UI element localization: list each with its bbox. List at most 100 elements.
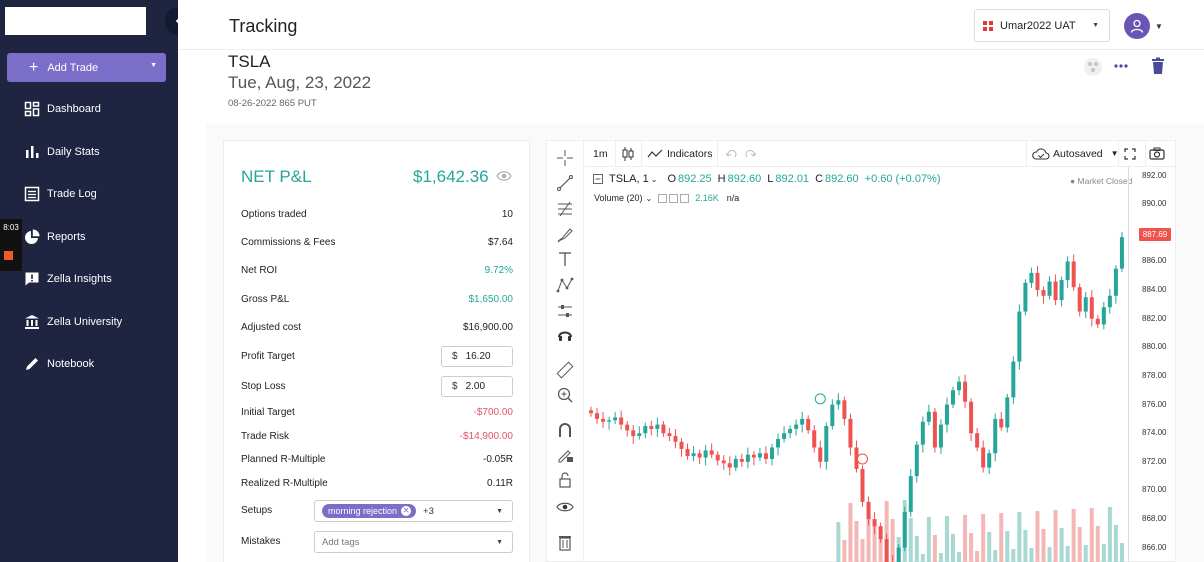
autosaved-label: Autosaved xyxy=(1053,147,1103,160)
fullscreen-button[interactable] xyxy=(1124,140,1136,167)
candle-body xyxy=(1065,261,1070,281)
stat-label: Stop Loss xyxy=(241,381,286,392)
chevron-down-icon[interactable]: ⌄ xyxy=(645,193,653,203)
setups-select[interactable]: morning rejection ✕ +3 ▼ xyxy=(314,500,513,522)
sidebar-item-reports[interactable]: Reports xyxy=(24,226,86,248)
account-select[interactable]: Umar2022 UAT ▼ xyxy=(974,9,1110,42)
remove-tag-icon[interactable]: ✕ xyxy=(401,506,412,516)
candle-body xyxy=(1029,272,1034,283)
redo-button[interactable] xyxy=(745,140,757,167)
trend-line-icon[interactable] xyxy=(556,174,574,192)
more-options-icon[interactable] xyxy=(1112,57,1130,77)
university-icon xyxy=(25,315,39,329)
stat-value: 10 xyxy=(501,209,513,220)
volume-label[interactable]: Volume (20) xyxy=(594,193,643,203)
candle-body xyxy=(866,501,871,520)
caret-down-icon: ▼ xyxy=(496,538,503,546)
volume-bar xyxy=(1095,526,1100,562)
lock-icon[interactable] xyxy=(556,471,574,489)
logo[interactable] xyxy=(5,7,146,35)
currency-symbol: $ xyxy=(452,381,458,392)
price-axis[interactable]: 892.00890.00888.00886.00884.00882.00880.… xyxy=(1128,167,1175,562)
sidebar-item-label: Notebook xyxy=(47,358,95,370)
candle-body xyxy=(715,454,720,461)
user-menu-caret-icon[interactable]: ▼ xyxy=(1155,22,1163,31)
sidebar-item-zella-university[interactable]: Zella University xyxy=(24,311,122,333)
screenshot-button[interactable] xyxy=(1149,140,1165,167)
plus-icon: + xyxy=(29,58,39,76)
volume-bar xyxy=(1023,530,1028,562)
text-tool-icon[interactable] xyxy=(556,250,574,268)
chevron-down-icon[interactable]: ⌄ xyxy=(650,174,658,184)
sidebar-item-zella-insights[interactable]: Zella Insights xyxy=(24,268,112,290)
candle-body xyxy=(1119,237,1124,269)
collapse-legend-icon[interactable] xyxy=(593,174,603,184)
chevron-down-icon: ▼ xyxy=(1110,149,1119,158)
prediction-tool-icon[interactable] xyxy=(556,302,574,320)
toolbar-divider xyxy=(717,140,718,167)
volume-bar xyxy=(836,522,841,562)
share-icon[interactable] xyxy=(1082,57,1104,77)
candle-body xyxy=(625,424,630,431)
sidebar-item-notebook[interactable]: Notebook xyxy=(24,353,94,375)
visibility-icon[interactable] xyxy=(556,498,574,516)
stat-label: Options traded xyxy=(241,209,307,220)
toolbar-divider xyxy=(641,140,642,167)
camera-icon xyxy=(1149,147,1165,160)
candle-body xyxy=(643,426,648,434)
mistakes-select[interactable]: Add tags ▼ xyxy=(314,531,513,553)
stat-value: -$14,900.00 xyxy=(459,431,513,442)
zoom-in-icon[interactable] xyxy=(556,386,574,404)
sell-marker[interactable] xyxy=(857,453,868,465)
brush-icon[interactable] xyxy=(556,226,574,244)
caret-down-icon[interactable]: ▼ xyxy=(150,62,157,69)
magnet-icon[interactable] xyxy=(556,421,574,439)
last-price-tag: 887.69 xyxy=(1139,228,1171,241)
interval-button[interactable]: 1m xyxy=(593,140,608,167)
profit-target-input[interactable]: $ 16.20 xyxy=(441,346,513,367)
buy-marker[interactable] xyxy=(814,393,826,405)
autosave-button[interactable]: Autosaved ▼ xyxy=(1032,140,1119,167)
list-icon xyxy=(24,186,40,202)
fib-tool-icon[interactable] xyxy=(556,200,574,218)
volume-value: 2.16K xyxy=(695,193,719,203)
volume-bar xyxy=(1005,531,1010,562)
volume-remove-icon[interactable] xyxy=(680,193,690,203)
sidebar-item-daily-stats[interactable]: Daily Stats xyxy=(24,141,100,163)
volume-bar xyxy=(860,539,865,562)
avatar[interactable] xyxy=(1124,13,1150,39)
volume-settings-icon[interactable] xyxy=(658,193,668,203)
eye-icon[interactable] xyxy=(496,170,512,182)
crosshair-icon[interactable] xyxy=(556,149,574,167)
chart-type-button[interactable] xyxy=(621,140,635,167)
pattern-tool-icon[interactable] xyxy=(556,276,574,294)
sidebar-item-trade-log[interactable]: Trade Log xyxy=(24,183,97,205)
legend-symbol[interactable]: TSLA, 1 xyxy=(609,173,649,185)
open-value: 892.25 xyxy=(678,173,712,185)
undo-button[interactable] xyxy=(725,140,737,167)
emoji-icon[interactable] xyxy=(556,326,574,344)
volume-bar xyxy=(951,534,955,562)
sidebar-item-label: Reports xyxy=(47,231,86,243)
candle-body xyxy=(1059,280,1064,301)
stop-loss-input[interactable]: $ 2.00 xyxy=(441,376,513,397)
ruler-icon[interactable] xyxy=(556,361,574,379)
candle-body xyxy=(830,404,835,427)
trash-icon[interactable] xyxy=(556,533,574,551)
indicators-button[interactable]: Indicators xyxy=(647,140,713,167)
candlestick-chart[interactable] xyxy=(585,167,1128,562)
stat-label: Gross P&L xyxy=(241,294,290,305)
sidebar: + Add Trade ▼ Dashboard Daily Stats Trad… xyxy=(0,0,192,562)
volume-bar xyxy=(1107,507,1112,562)
add-trade-button[interactable]: + Add Trade ▼ xyxy=(7,53,166,82)
low-key: L xyxy=(767,173,774,185)
delete-icon[interactable] xyxy=(1150,57,1166,77)
candle-body xyxy=(806,418,811,431)
volume-visibility-icon[interactable] xyxy=(669,193,679,203)
lock-drawing-icon[interactable] xyxy=(556,446,574,464)
trade-stats-card: NET P&L $1,642.36 Options traded 10 Comm… xyxy=(223,140,530,562)
record-stop-icon[interactable] xyxy=(4,251,13,260)
sidebar-item-dashboard[interactable]: Dashboard xyxy=(24,98,101,120)
price-axis-tick: 870.00 xyxy=(1142,485,1167,495)
close-value: 892.60 xyxy=(825,173,859,185)
